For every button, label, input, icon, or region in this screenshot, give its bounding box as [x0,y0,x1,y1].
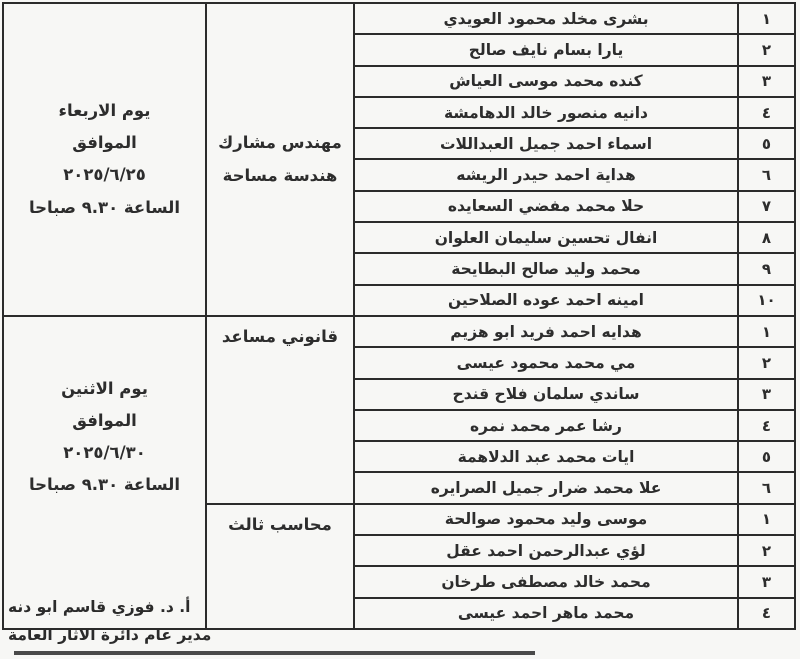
job-title-line: مهندس مشارك [218,133,342,153]
schedule-date-line: ٢٠٢٥/٦/٢٥ [63,165,146,185]
table-row: ٦ علا محمد ضرار جميل الصرايره [3,471,796,505]
name-cell: ايات محمد عبد الدلاهمة [353,440,739,474]
serial-cell: ٧ [737,189,796,224]
table-row: ٩ محمد وليد صالح البطايحة [3,252,796,286]
serial-cell: ٥ [737,440,796,474]
table-row: ٣ ساندي سلمان فلاح قندح [3,377,796,411]
signature-block: أ. د. فوزي قاسم ابو دنه مدير عام دائرة ا… [8,594,211,650]
name-cell: هدايه احمد فريد ابو هزيم [353,314,739,349]
job-title-cell: مهندس مشارك هندسة مساحة [205,2,355,317]
serial-cell: ٤ [737,95,796,130]
name-cell: محمد وليد صالح البطايحة [353,252,739,286]
serial-cell: ٩ [737,252,796,286]
table-row: ٨ انفال تحسين سليمان العلوان [3,221,796,255]
table-row: ٢ لؤي عبدالرحمن احمد عقل [3,534,796,568]
schedule-date-line: ٢٠٢٥/٦/٣٠ [63,442,146,462]
job-title-cell: محاسب ثالث [205,502,355,630]
schedule-word-line: الموافق [72,133,137,153]
schedule-cell: يوم الاربعاء الموافق ٢٠٢٥/٦/٢٥ الساعة ٩.… [2,2,207,317]
name-cell: انفال تحسين سليمان العلوان [353,221,739,255]
schedule-day-line: يوم الاربعاء [58,101,151,121]
serial-cell: ٥ [737,127,796,161]
table-row: ٢ يارا بسام نايف صالح [3,33,796,67]
job-title-line: قانوني مساعد [221,326,339,346]
serial-cell: ٢ [737,346,796,380]
table-row: ٧ حلا محمد مفضي السعايده [3,189,796,224]
serial-cell: ٦ [737,158,796,192]
schedule-word-line: الموافق [72,410,137,430]
name-cell: دانيه منصور خالد الدهامشة [353,95,739,130]
table-row: ٢ مي محمد محمود عيسى [3,346,796,380]
table-row: ٤ رشا عمر محمد نمره [3,408,796,443]
table-row: ٥ ايات محمد عبد الدلاهمة [3,440,796,474]
schedule-time-line: الساعة ٩.٣٠ صباحا [28,475,181,495]
schedule-time-line: الساعة ٩.٣٠ صباحا [28,197,181,217]
name-cell: اسماء احمد جميل العبداللات [353,127,739,161]
serial-cell: ١ [737,502,796,537]
signature-title: مدير عام دائرة الاثار العامة [8,625,212,644]
name-cell: مي محمد محمود عيسى [353,346,739,380]
signature-name: أ. د. فوزي قاسم ابو دنه [8,598,191,616]
table-row: ٤ محمد ماهر احمد عيسى [3,596,796,630]
name-cell: بشرى مخلد محمود العويدي [353,1,739,36]
table-row: ٣ كنده محمد موسى العياش [3,64,796,98]
name-cell: هداية احمد حيدر الريشه [353,158,739,192]
serial-cell: ١ [737,1,796,36]
name-cell: امينه احمد عوده الصلاحين [353,283,739,317]
serial-cell: ٨ [737,221,796,255]
name-cell: كنده محمد موسى العياش [353,64,739,98]
name-cell: محمد ماهر احمد عيسى [353,596,739,630]
table-row: ٦ هداية احمد حيدر الريشه [3,158,796,192]
name-cell: يارا بسام نايف صالح [353,33,739,67]
table-row: ٤ دانيه منصور خالد الدهامشة [3,95,796,130]
table-row: ٥ اسماء احمد جميل العبداللات [3,127,796,161]
serial-cell: ٣ [737,565,796,599]
table-row: ١ بشرى مخلد محمود العويدي مهندس مشارك هن… [2,1,796,317]
serial-cell: ١٠ [737,283,796,317]
job-title-line: هندسة مساحة [222,166,338,186]
serial-cell: ٦ [737,471,796,505]
table-row: ١٠ امينه احمد عوده الصلاحين [3,283,796,317]
serial-cell: ٢ [737,534,796,568]
name-cell: موسى وليد محمود صوالحة [353,502,739,537]
name-cell: محمد خالد مصطفى طرخان [353,565,739,599]
schedule-cell: يوم الاثنين الموافق ٢٠٢٥/٦/٣٠ الساعة ٩.٣… [2,314,207,630]
table-row: ١ موسى وليد محمود صوالحة محاسب ثالث [3,502,796,630]
schedule-day-line: يوم الاثنين [61,378,148,398]
schedule-table: ١ بشرى مخلد محمود العويدي مهندس مشارك هن… [2,1,796,630]
name-cell: رشا عمر محمد نمره [353,408,739,443]
serial-cell: ٣ [737,377,796,411]
serial-cell: ١ [737,314,796,349]
name-cell: لؤي عبدالرحمن احمد عقل [353,534,739,568]
name-cell: ساندي سلمان فلاح قندح [353,377,739,411]
serial-cell: ٤ [737,596,796,630]
job-title-cell: قانوني مساعد [205,314,355,505]
bottom-divider [14,651,535,655]
name-cell: حلا محمد مفضي السعايده [353,189,739,224]
name-cell: علا محمد ضرار جميل الصرايره [353,471,739,505]
table-row: ١ هدايه احمد فريد ابو هزيم قانوني مساعد … [2,314,796,630]
serial-cell: ٢ [737,33,796,67]
serial-cell: ٣ [737,64,796,98]
table-row: ٣ محمد خالد مصطفى طرخان [3,565,796,599]
serial-cell: ٤ [737,408,796,443]
job-title-line: محاسب ثالث [228,514,332,534]
